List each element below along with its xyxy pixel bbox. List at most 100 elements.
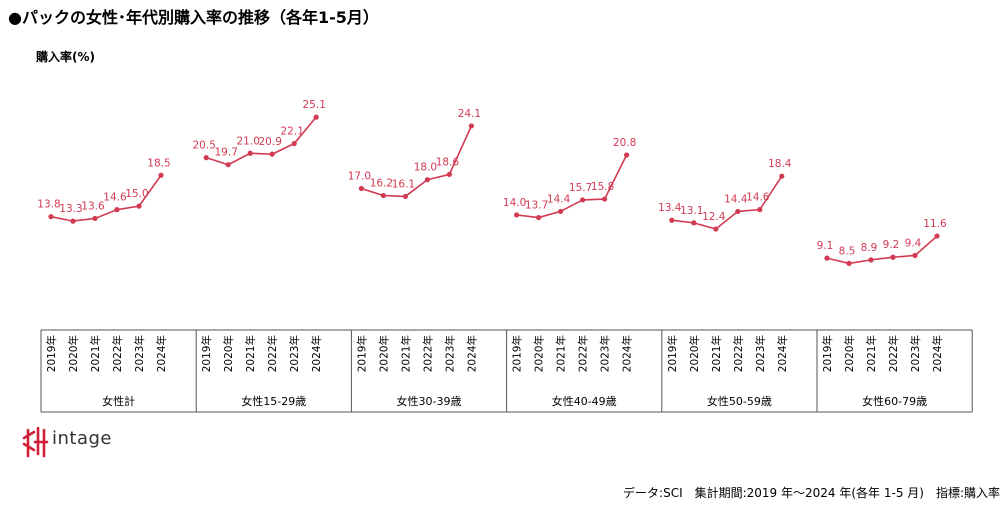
year-tick-label: 2023年 bbox=[443, 335, 456, 372]
data-label: 13.6 bbox=[81, 200, 105, 212]
data-label: 25.1 bbox=[303, 99, 326, 111]
data-point bbox=[313, 114, 319, 120]
data-point bbox=[713, 226, 719, 232]
data-label: 15.7 bbox=[569, 182, 592, 194]
data-point bbox=[890, 254, 896, 260]
data-point bbox=[934, 233, 940, 239]
data-point bbox=[558, 208, 564, 215]
data-point bbox=[468, 123, 474, 129]
category-label: 女性60-79歳 bbox=[862, 394, 927, 408]
data-point bbox=[691, 220, 697, 226]
year-tick-label: 2023年 bbox=[754, 335, 767, 372]
data-point bbox=[536, 214, 542, 221]
data-point bbox=[203, 155, 209, 161]
year-tick-label: 2024年 bbox=[931, 335, 944, 372]
year-tick-label: 2023年 bbox=[288, 335, 301, 372]
year-tick-label: 2021年 bbox=[555, 335, 568, 372]
year-tick-label: 2019年 bbox=[200, 335, 213, 372]
category-label: 女性15-29歳 bbox=[241, 394, 306, 408]
data-point bbox=[402, 193, 408, 200]
data-label: 11.6 bbox=[923, 218, 947, 230]
category-label: 女性30-39歳 bbox=[397, 394, 462, 408]
data-point bbox=[358, 185, 364, 192]
data-label: 18.4 bbox=[768, 158, 792, 170]
data-point bbox=[514, 212, 520, 218]
data-point bbox=[602, 196, 608, 202]
data-point bbox=[779, 173, 785, 179]
data-label: 13.7 bbox=[525, 200, 548, 212]
year-tick-label: 2023年 bbox=[599, 335, 612, 372]
data-point bbox=[846, 260, 852, 267]
intage-logo-icon bbox=[22, 426, 49, 458]
series-line bbox=[50, 174, 162, 222]
data-label: 14.4 bbox=[724, 193, 748, 205]
data-point bbox=[136, 203, 142, 209]
series-line bbox=[826, 235, 938, 265]
data-label: 18.0 bbox=[414, 162, 437, 174]
year-tick-label: 2024年 bbox=[310, 335, 323, 372]
data-point bbox=[912, 252, 918, 259]
data-point bbox=[291, 140, 297, 147]
year-tick-label: 2024年 bbox=[776, 335, 789, 372]
data-point bbox=[868, 257, 874, 263]
data-label: 14.4 bbox=[547, 193, 571, 205]
year-tick-label: 2019年 bbox=[45, 335, 58, 372]
data-point bbox=[757, 207, 763, 213]
data-point bbox=[269, 151, 275, 157]
data-point bbox=[735, 208, 741, 215]
chart-title: ●パックの女性･年代別購入率の推移（各年1-5月） bbox=[8, 8, 379, 27]
data-label: 18.5 bbox=[147, 157, 170, 169]
data-point bbox=[225, 162, 231, 168]
year-tick-label: 2020年 bbox=[67, 335, 80, 372]
year-tick-label: 2022年 bbox=[577, 335, 590, 372]
data-point bbox=[824, 255, 830, 261]
year-tick-label: 2019年 bbox=[355, 335, 368, 372]
data-label: 13.4 bbox=[658, 202, 682, 214]
data-point bbox=[48, 214, 54, 220]
line-chart: 13.813.313.6 14.6 15.0 18.5 2019年 2020年 2021年 2… bbox=[37, 99, 973, 413]
year-tick-label: 2023年 bbox=[133, 335, 146, 372]
data-label: 16.1 bbox=[392, 178, 415, 190]
logo-text: intage bbox=[52, 428, 112, 449]
data-point bbox=[158, 172, 164, 178]
data-point bbox=[669, 217, 675, 223]
data-label: 9.1 bbox=[817, 240, 834, 252]
y-axis-label: 購入率(%) bbox=[36, 50, 95, 64]
data-label: 13.1 bbox=[680, 205, 703, 217]
data-label: 22.1 bbox=[281, 126, 304, 138]
year-tick-label: 2019年 bbox=[511, 335, 524, 372]
data-label: 20.9 bbox=[259, 136, 282, 148]
year-tick-label: 2020年 bbox=[843, 335, 856, 372]
year-tick-label: 2023年 bbox=[909, 335, 922, 372]
year-tick-label: 2019年 bbox=[666, 335, 679, 372]
data-label: 13.3 bbox=[59, 203, 82, 215]
data-point bbox=[92, 215, 98, 222]
series-line bbox=[361, 125, 473, 198]
data-label: 15.0 bbox=[125, 188, 148, 200]
data-label: 8.5 bbox=[839, 245, 856, 257]
year-tick-label: 2021年 bbox=[89, 335, 102, 372]
data-label: 9.4 bbox=[905, 237, 922, 249]
year-tick-label: 2020年 bbox=[688, 335, 701, 372]
series-line bbox=[205, 116, 317, 166]
data-label: 24.1 bbox=[458, 108, 481, 120]
year-tick-label: 2020年 bbox=[377, 335, 390, 372]
year-tick-label: 2022年 bbox=[421, 335, 434, 372]
year-tick-label: 2024年 bbox=[621, 335, 634, 372]
data-label: 21.0 bbox=[237, 135, 260, 147]
data-label: 14.6 bbox=[746, 192, 770, 204]
data-label: 18.6 bbox=[436, 156, 460, 168]
data-label: 14.0 bbox=[503, 197, 526, 209]
category-label: 女性50-59歳 bbox=[707, 394, 772, 408]
data-point bbox=[380, 192, 386, 199]
data-label: 12.4 bbox=[702, 211, 726, 223]
data-label: 20.5 bbox=[193, 140, 216, 152]
year-tick-label: 2021年 bbox=[244, 335, 257, 372]
data-label: 13.8 bbox=[37, 199, 60, 211]
data-label: 20.8 bbox=[613, 137, 636, 149]
data-point bbox=[70, 218, 76, 224]
year-tick-label: 2021年 bbox=[865, 335, 878, 372]
data-point bbox=[580, 197, 586, 203]
year-tick-label: 2024年 bbox=[465, 335, 478, 372]
data-point bbox=[446, 171, 452, 177]
